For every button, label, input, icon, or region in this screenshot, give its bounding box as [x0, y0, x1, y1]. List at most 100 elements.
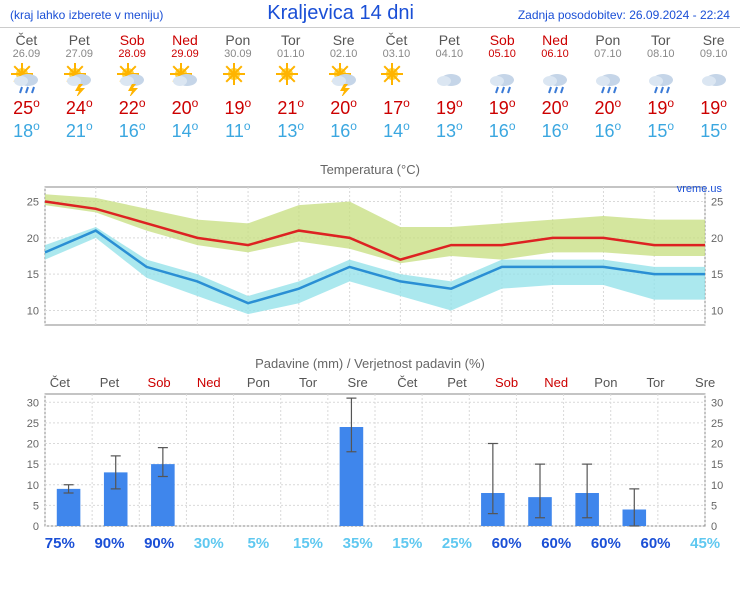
svg-text:15: 15 [27, 459, 39, 471]
temp-high: 19o [476, 96, 529, 119]
day-name: Čet [370, 28, 423, 48]
precip-prob: 60% [482, 535, 532, 552]
day-name: Tor [634, 28, 687, 48]
precip-prob: 60% [581, 535, 631, 552]
svg-text:10: 10 [711, 480, 723, 492]
weather-icon [529, 60, 582, 96]
precip-day-label: Sre [333, 375, 383, 390]
precip-prob: 35% [333, 535, 383, 552]
svg-text:25: 25 [711, 418, 723, 430]
svg-text:15: 15 [711, 459, 723, 471]
temp-low: 13o [423, 119, 476, 142]
temp-low: 16o [581, 119, 634, 142]
day-date: 02.10 [317, 48, 370, 60]
temp-low: 15o [687, 119, 740, 142]
temp-chart-wrap: vreme.us 1010151520202525 [10, 181, 730, 336]
day-name: Čet [0, 28, 53, 48]
precip-day-label: Pet [85, 375, 135, 390]
day-name: Pon [581, 28, 634, 48]
weather-icon [687, 60, 740, 96]
precip-prob: 30% [184, 535, 234, 552]
precip-prob: 60% [531, 535, 581, 552]
weather-icon [370, 60, 423, 96]
precip-day-label: Ned [184, 375, 234, 390]
temp-high: 25o [0, 96, 53, 119]
weather-icon [53, 60, 106, 96]
updated-text: Zadnja posodobitev: 26.09.2024 - 22:24 [518, 8, 730, 22]
temp-high: 21o [264, 96, 317, 119]
temp-low: 16o [106, 119, 159, 142]
svg-text:20: 20 [711, 233, 723, 245]
day-date: 06.10 [529, 48, 582, 60]
precip-prob-row: 75%90%90%30%5%15%35%15%25%60%60%60%60%45… [35, 535, 730, 552]
svg-text:30: 30 [27, 397, 39, 409]
precip-day-label: Pon [234, 375, 284, 390]
day-name: Ned [529, 28, 582, 48]
weather-icon [106, 60, 159, 96]
day-col: Pet27.0924o21o [53, 28, 106, 142]
svg-text:5: 5 [33, 500, 39, 512]
day-name: Pet [423, 28, 476, 48]
precip-day-label: Pon [581, 375, 631, 390]
forecast-strip: Čet26.0925o18oPet27.0924o21oSob28.0922o1… [0, 27, 740, 142]
temp-high: 17o [370, 96, 423, 119]
day-col: Sre02.1020o16o [317, 28, 370, 142]
precip-prob: 75% [35, 535, 85, 552]
day-col: Sre09.1019o15o [687, 28, 740, 142]
temp-low: 21o [53, 119, 106, 142]
precip-prob: 5% [234, 535, 284, 552]
temp-low: 14o [370, 119, 423, 142]
svg-text:0: 0 [33, 521, 39, 530]
precip-prob: 25% [432, 535, 482, 552]
temp-low: 16o [317, 119, 370, 142]
svg-text:15: 15 [711, 269, 723, 281]
day-col: Tor08.1019o15o [634, 28, 687, 142]
temp-high: 20o [581, 96, 634, 119]
precip-chart-section: Padavine (mm) / Verjetnost padavin (%) Č… [0, 356, 740, 552]
temp-low: 13o [264, 119, 317, 142]
weather-icon [423, 60, 476, 96]
precip-day-label: Čet [382, 375, 432, 390]
precip-prob: 60% [631, 535, 681, 552]
precip-day-label: Sre [680, 375, 730, 390]
day-name: Sre [687, 28, 740, 48]
temp-low: 14o [159, 119, 212, 142]
temp-high: 19o [423, 96, 476, 119]
day-name: Sob [476, 28, 529, 48]
day-col: Pon07.10 20o16o [581, 28, 634, 142]
day-date: 29.09 [159, 48, 212, 60]
weather-icon [0, 60, 53, 96]
temp-high: 19o [211, 96, 264, 119]
day-date: 01.10 [264, 48, 317, 60]
day-name: Pet [53, 28, 106, 48]
temp-low: 16o [529, 119, 582, 142]
header-bar: (kraj lahko izberete v meniju) Kraljevic… [0, 0, 740, 27]
day-col: Sob05.1019o16o [476, 28, 529, 142]
day-date: 27.09 [53, 48, 106, 60]
menu-hint: (kraj lahko izberete v meniju) [10, 8, 163, 22]
precip-day-label: Sob [482, 375, 532, 390]
weather-icon [581, 60, 634, 96]
temp-chart-section: Temperatura (°C) vreme.us 10101515202025… [0, 162, 740, 336]
weather-icon [211, 60, 264, 96]
precip-day-label: Sob [134, 375, 184, 390]
day-date: 03.10 [370, 48, 423, 60]
svg-text:10: 10 [27, 305, 39, 317]
day-name: Ned [159, 28, 212, 48]
day-col: Ned29.09 20o14o [159, 28, 212, 142]
temp-high: 20o [159, 96, 212, 119]
precip-day-label: Pet [432, 375, 482, 390]
svg-text:15: 15 [27, 269, 39, 281]
svg-text:0: 0 [711, 521, 717, 530]
day-col: Sob28.0922o16o [106, 28, 159, 142]
temp-low: 16o [476, 119, 529, 142]
day-col: Čet26.0925o18o [0, 28, 53, 142]
svg-text:20: 20 [711, 439, 723, 451]
svg-text:10: 10 [711, 305, 723, 317]
day-date: 07.10 [581, 48, 634, 60]
precip-prob: 90% [85, 535, 135, 552]
day-name: Tor [264, 28, 317, 48]
temp-low: 15o [634, 119, 687, 142]
temp-high: 19o [687, 96, 740, 119]
svg-text:10: 10 [27, 480, 39, 492]
